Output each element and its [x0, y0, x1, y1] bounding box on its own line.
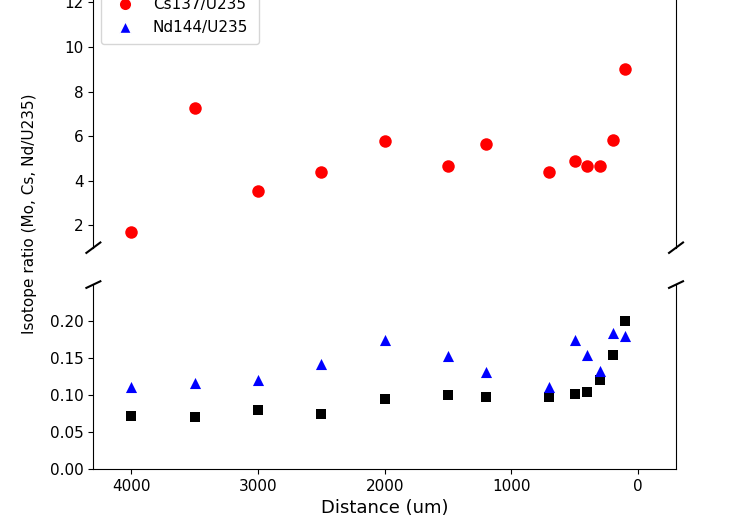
- Point: [62, 223, 74, 232]
- Point: [543, 383, 555, 392]
- Point: [189, 104, 201, 113]
- Point: [543, 393, 555, 401]
- Point: [315, 359, 327, 368]
- Point: [125, 264, 137, 272]
- Point: [315, 262, 327, 271]
- Point: [619, 332, 631, 340]
- Point: [442, 264, 454, 272]
- Point: [594, 162, 606, 171]
- Point: [607, 350, 619, 359]
- Point: [379, 264, 391, 272]
- Point: [189, 378, 201, 387]
- Point: [543, 264, 555, 272]
- Point: [581, 350, 593, 359]
- Point: [607, 262, 619, 271]
- Point: [62, 263, 74, 271]
- Point: [594, 263, 606, 271]
- Point: [252, 406, 264, 414]
- Point: [379, 136, 391, 145]
- Point: [480, 140, 492, 148]
- Point: [189, 264, 201, 272]
- Text: Isotope ratio (Mo, Cs, Nd/U235): Isotope ratio (Mo, Cs, Nd/U235): [22, 93, 37, 334]
- Point: [581, 162, 593, 171]
- Point: [125, 264, 137, 272]
- Point: [568, 157, 580, 165]
- Point: [619, 65, 631, 74]
- Point: [252, 376, 264, 385]
- Point: [315, 264, 327, 272]
- Point: [189, 263, 201, 271]
- Point: [315, 409, 327, 418]
- Point: [379, 336, 391, 344]
- Point: [568, 262, 580, 270]
- Point: [442, 352, 454, 360]
- Point: [543, 168, 555, 176]
- Point: [607, 135, 619, 144]
- Point: [480, 263, 492, 271]
- Point: [379, 395, 391, 403]
- Point: [442, 391, 454, 399]
- Point: [315, 168, 327, 176]
- Point: [480, 264, 492, 272]
- Point: [125, 228, 137, 236]
- Point: [568, 264, 580, 272]
- Point: [125, 412, 137, 420]
- Point: [442, 262, 454, 271]
- Point: [594, 367, 606, 375]
- Point: [480, 367, 492, 376]
- Point: [62, 375, 74, 383]
- Point: [619, 261, 631, 270]
- Point: [62, 413, 74, 421]
- Point: [607, 261, 619, 270]
- Point: [568, 336, 580, 344]
- Point: [619, 262, 631, 270]
- Point: [480, 393, 492, 401]
- Point: [594, 376, 606, 385]
- X-axis label: Distance (um): Distance (um): [321, 499, 448, 518]
- Point: [442, 162, 454, 171]
- Point: [125, 383, 137, 392]
- Point: [568, 389, 580, 398]
- Point: [252, 263, 264, 271]
- Point: [581, 387, 593, 396]
- Point: [581, 262, 593, 271]
- Legend: Mo100/U235, Cs137/U235, Nd144/U235: Mo100/U235, Cs137/U235, Nd144/U235: [101, 0, 259, 44]
- Point: [189, 413, 201, 421]
- Point: [252, 264, 264, 272]
- Point: [594, 263, 606, 271]
- Point: [252, 187, 264, 195]
- Point: [62, 264, 74, 272]
- Point: [619, 317, 631, 326]
- Point: [543, 264, 555, 272]
- Point: [379, 262, 391, 270]
- Point: [581, 264, 593, 272]
- Point: [607, 328, 619, 337]
